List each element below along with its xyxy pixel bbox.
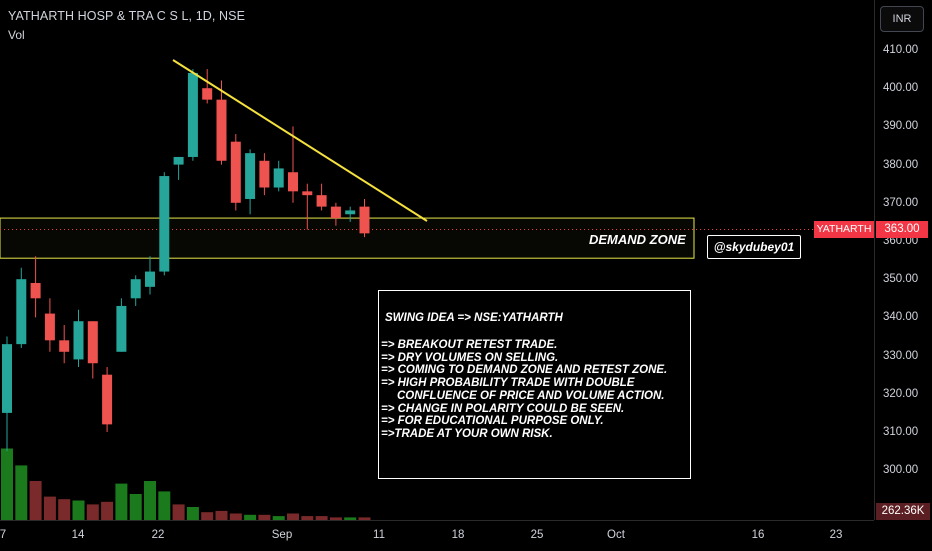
demand-zone-box — [0, 217, 695, 259]
volume-bar — [129, 494, 142, 520]
idea-lines: => BREAKOUT RETEST TRADE. => DRY VOLUMES … — [381, 339, 667, 441]
author-tag: @skydubey01 — [707, 235, 801, 259]
candle-body — [259, 160, 270, 188]
volume-bar — [172, 504, 185, 520]
candle-body — [73, 321, 84, 360]
idea-line: => DRY VOLUMES ON SELLING. — [381, 351, 559, 364]
idea-line: => HIGH PROBABILITY TRADE WITH DOUBLE — [381, 377, 635, 390]
time-tick: 16 — [751, 529, 765, 541]
symbol-badge: YATHARTH — [814, 221, 874, 238]
price-tick: 310.00 — [883, 426, 919, 438]
volume-bar — [344, 517, 357, 520]
volume-bar — [29, 481, 42, 520]
demand-zone-label: DEMAND ZONE — [589, 232, 686, 247]
volume-bar — [244, 514, 257, 520]
candle-body — [216, 99, 227, 161]
candle-body — [288, 172, 298, 192]
volume-bar — [215, 510, 228, 520]
candle-body — [159, 176, 170, 272]
idea-line: =>TRADE AT YOUR OWN RISK. — [381, 427, 553, 440]
volume-bar — [43, 496, 56, 520]
idea-line: => FOR EDUCATIONAL PURPOSE ONLY. — [381, 415, 604, 428]
candle-body — [59, 340, 70, 352]
time-axis[interactable]: 7 14 22 Sep 11 18 25 Oct 16 23 — [0, 520, 874, 551]
idea-title: SWING IDEA => NSE:YATHARTH — [385, 312, 563, 324]
last-price-badge: 363.00 — [876, 221, 928, 238]
candle-body — [202, 88, 213, 100]
price-tick: 320.00 — [883, 387, 919, 400]
candle-body — [2, 344, 12, 413]
candle-body — [145, 271, 155, 287]
volume-bar — [229, 513, 242, 520]
chart-title: YATHARTH HOSP & TRA C S L, 1D, NSE — [8, 9, 246, 23]
time-tick: 14 — [71, 529, 85, 541]
price-tick: 360.00 — [883, 235, 919, 247]
candle-body — [359, 206, 370, 234]
volume-bar — [315, 516, 328, 520]
price-tick: 330.00 — [883, 349, 919, 362]
price-tick: 410.00 — [883, 44, 919, 56]
time-tick: 11 — [373, 529, 385, 541]
time-tick: 25 — [530, 529, 544, 541]
volume-badge: 262.36K — [876, 503, 930, 520]
time-tick: 22 — [151, 529, 165, 541]
price-tick: 370.00 — [883, 196, 919, 209]
candle-body — [345, 210, 356, 215]
candle-body — [187, 72, 198, 157]
candle-body — [102, 374, 113, 425]
volume-bar — [201, 512, 214, 520]
idea-line: CONFLUENCE OF PRICE AND VOLUME ACTION. — [381, 389, 665, 402]
idea-line: => CHANGE IN POLARITY COULD BE SEEN. — [381, 402, 625, 415]
idea-line: => BREAKOUT RETEST TRADE. — [381, 339, 558, 351]
volume-indicator-label[interactable]: Vol — [8, 28, 25, 42]
candle-body — [87, 321, 98, 364]
volume-bar — [101, 501, 114, 520]
time-tick: 23 — [829, 529, 843, 541]
volume-bar — [1, 448, 13, 520]
volume-bar — [115, 483, 128, 520]
candle-body — [330, 206, 341, 219]
volume-bar — [287, 513, 299, 520]
candle-body — [116, 305, 127, 352]
price-tick: 380.00 — [883, 158, 919, 171]
volume-bar — [158, 491, 171, 520]
price-tick: 390.00 — [883, 120, 919, 133]
swing-idea-note: SWING IDEA => NSE:YATHARTH => BREAKOUT R… — [378, 290, 691, 479]
chart-area[interactable]: YATHARTH HOSP & TRA C S L, 1D, NSE Vol D… — [0, 0, 874, 520]
currency-button[interactable]: INR — [880, 6, 924, 32]
candle-body — [16, 279, 27, 345]
descending-trendline — [172, 59, 428, 222]
volume-bar — [15, 465, 28, 520]
price-tick: 300.00 — [883, 464, 919, 477]
candle-body — [302, 191, 313, 196]
candle-body — [30, 283, 41, 299]
volume-bar — [258, 514, 271, 520]
price-tick: 400.00 — [883, 82, 919, 95]
candle-body — [273, 168, 284, 188]
price-axis[interactable]: 410.00 400.00 390.00 380.00 370.00 360.00 350.… — [874, 0, 932, 520]
candle-body — [245, 153, 256, 199]
candle-body — [130, 279, 141, 299]
price-tick: 340.00 — [883, 311, 919, 324]
volume-bar — [272, 516, 285, 520]
candle-body — [230, 141, 241, 203]
volume-bar — [301, 516, 314, 520]
candle-body — [316, 195, 327, 207]
volume-bar — [358, 517, 371, 520]
volume-bar — [58, 499, 71, 520]
volume-bar — [329, 517, 342, 520]
volume-bar — [186, 507, 199, 520]
time-tick: Sep — [271, 529, 293, 541]
candle-body — [44, 313, 55, 341]
time-tick: Oct — [607, 529, 625, 541]
candlestick-chart[interactable] — [0, 0, 874, 520]
price-tick: 350.00 — [883, 273, 919, 286]
idea-line: => COMING TO DEMAND ZONE AND RETEST ZONE… — [381, 364, 668, 377]
volume-bar — [72, 500, 85, 520]
time-tick: 18 — [451, 529, 465, 541]
time-tick: 7 — [0, 529, 7, 541]
candle-body — [173, 156, 184, 165]
volume-bar — [144, 481, 156, 520]
volume-bar — [86, 504, 99, 520]
